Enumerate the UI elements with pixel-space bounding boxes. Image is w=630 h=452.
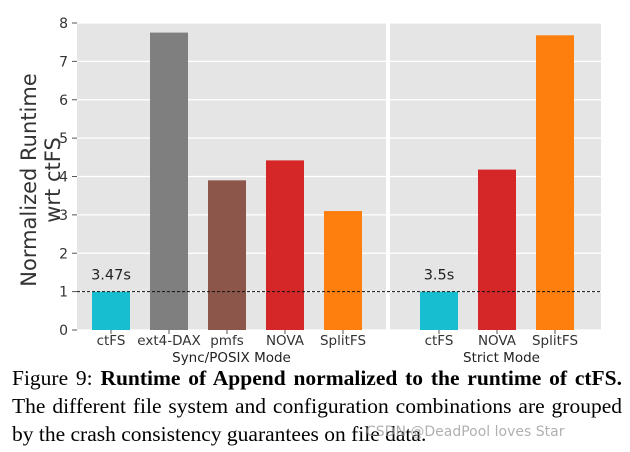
y-tick-label: 0 [59, 323, 68, 339]
y-tick-label: 3 [59, 208, 68, 224]
caption-prefix: Figure 9: [12, 366, 101, 390]
bar-splitfs [324, 211, 362, 330]
y-axis-label-line-1: Normalized Runtime [17, 73, 41, 286]
caption-bold: Runtime of Append normalized to the runt… [100, 366, 622, 390]
annotations-layer: 3.47s 3.5s [77, 268, 601, 293]
y-tick-label: 1 [59, 285, 68, 301]
x-tick-label: SplitFS [532, 333, 578, 349]
data-label: 3.5s [424, 268, 455, 284]
y-tick-label: 6 [59, 93, 68, 109]
group-label: Strict Mode [463, 350, 540, 365]
bar-ext4-dax [150, 32, 188, 330]
watermark: CSDN @DeadPool loves Star [366, 424, 565, 440]
bar-ctfs [92, 291, 130, 330]
y-tick-label: 5 [59, 131, 68, 147]
data-label: 3.47s [91, 268, 131, 284]
figure-caption: Figure 9: Runtime of Append normalized t… [12, 364, 622, 448]
y-tick-label: 7 [59, 54, 68, 70]
x-tick-label: ext4-DAX [137, 333, 200, 349]
bar-splitfs [536, 35, 574, 330]
bar-ctfs [420, 291, 458, 330]
x-tick-label: ctFS [97, 333, 126, 349]
x-tick-label: NOVA [478, 333, 517, 349]
bar-nova [478, 169, 516, 330]
bar-pmfs [208, 180, 246, 330]
y-tick-label: 2 [59, 246, 68, 262]
y-axis-label-line-2: wrt ctFS [41, 137, 65, 223]
x-tick-label: NOVA [266, 333, 305, 349]
y-tick-label: 4 [59, 170, 68, 186]
x-tick-label: ctFS [425, 333, 454, 349]
caption-rest: The different file system and configurat… [12, 394, 622, 446]
y-tick-label: 8 [59, 16, 68, 32]
group-label: Sync/POSIX Mode [172, 350, 291, 365]
x-tick-label: SplitFS [320, 333, 366, 349]
bars-layer [92, 32, 574, 330]
x-tick-label: pmfs [210, 333, 244, 349]
bar-nova [266, 160, 304, 330]
axes-layer: 0 1 2 3 4 5 6 7 8 ctFS ext4-DAX pmfs NOVA SplitFS Sync… [59, 16, 578, 365]
